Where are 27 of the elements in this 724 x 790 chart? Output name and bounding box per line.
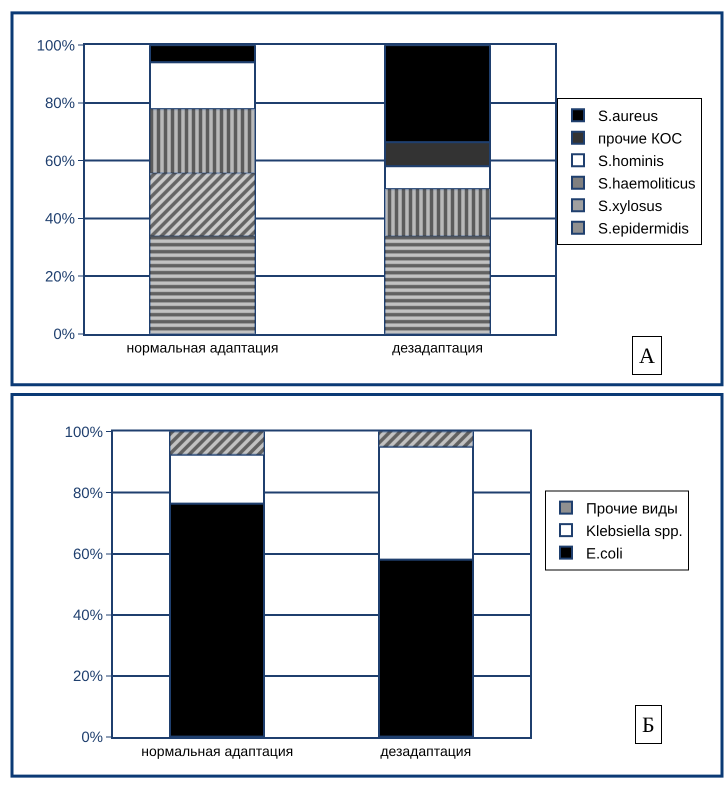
- y-tick-label: 0%: [81, 729, 103, 746]
- x-tick-label: дезадаптация: [392, 340, 483, 356]
- x-tick-label: нормальная адаптация: [126, 340, 278, 356]
- legend-label: Прочие виды: [586, 500, 678, 518]
- legend-label: E.coli: [586, 545, 623, 562]
- y-tick-label: 40%: [72, 607, 103, 624]
- y-tick-label: 20%: [72, 668, 103, 686]
- y-tick-label: 100%: [64, 424, 103, 441]
- y-tick-label: 40%: [44, 210, 75, 228]
- legend-label: S.xylosus: [598, 198, 662, 216]
- legend-label: S.epidermidis: [598, 220, 689, 238]
- text: А: [639, 343, 655, 368]
- y-tick-label: 60%: [72, 546, 103, 564]
- x-tick-label: нормальная адаптация: [141, 742, 294, 759]
- legend-label: S.haemoliticus: [598, 176, 696, 193]
- legend-label: Klebsiella spp.: [586, 522, 683, 540]
- y-tick-label: 100%: [36, 37, 75, 54]
- legend-label: S.hominis: [598, 153, 664, 170]
- y-tick-label: 20%: [44, 268, 75, 286]
- x-tick-label: дезадаптация: [380, 742, 472, 759]
- legend-label: S.aureus: [598, 108, 658, 126]
- y-tick-label: 80%: [44, 95, 75, 112]
- y-tick-label: 80%: [72, 484, 103, 502]
- y-tick-label: 0%: [53, 326, 75, 344]
- legend-label: прочие КОС: [598, 130, 682, 148]
- text: Б: [642, 712, 655, 737]
- y-tick-label: 60%: [44, 152, 75, 170]
